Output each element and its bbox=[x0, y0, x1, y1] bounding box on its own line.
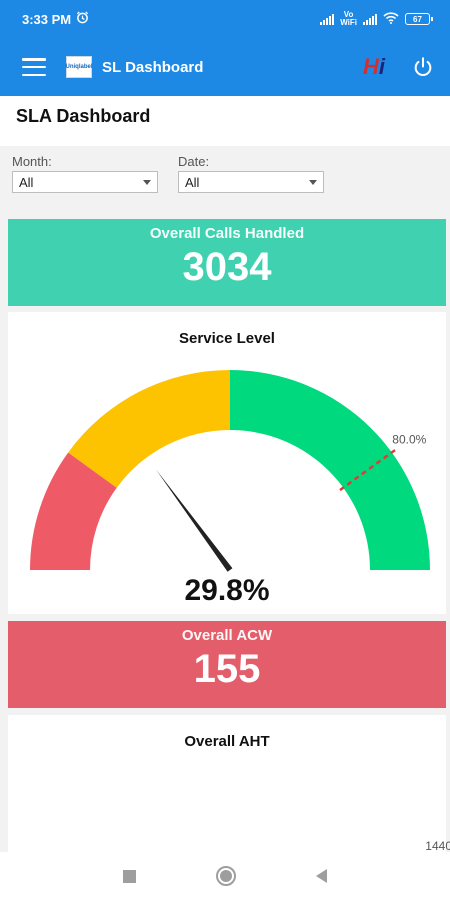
service-level-title: Service Level bbox=[179, 330, 275, 347]
alarm-icon bbox=[76, 11, 89, 27]
power-icon[interactable] bbox=[408, 52, 438, 82]
battery-icon: 67 bbox=[405, 13, 433, 25]
month-select-value: All bbox=[19, 174, 34, 190]
calls-handled-card: Overall Calls Handled 3034 bbox=[8, 219, 446, 306]
volte-indicator: Vo WiFi bbox=[340, 11, 357, 27]
status-bar: 3:33 PM Vo WiFi 67 bbox=[0, 0, 450, 38]
signal-icon bbox=[320, 13, 335, 25]
calls-handled-value: 3034 bbox=[182, 245, 272, 289]
volte-top-text: Vo bbox=[343, 10, 354, 19]
aht-title: Overall AHT bbox=[184, 733, 270, 750]
page-title: SLA Dashboard bbox=[0, 96, 450, 146]
status-time: 3:33 PM bbox=[22, 11, 72, 27]
date-label: Date: bbox=[178, 154, 210, 169]
system-icons: Vo WiFi 67 bbox=[320, 11, 433, 27]
navigation-bar bbox=[0, 852, 450, 900]
date-select[interactable]: All bbox=[178, 171, 324, 193]
service-level-value: 29.8% bbox=[184, 574, 270, 607]
battery-level: 67 bbox=[413, 14, 422, 24]
aht-card: Overall AHT 1440 bbox=[8, 715, 450, 855]
volte-bottom-text: WiFi bbox=[340, 18, 357, 27]
month-select[interactable]: All bbox=[12, 171, 158, 193]
signal-icon-2 bbox=[363, 13, 377, 25]
back-icon[interactable] bbox=[316, 869, 327, 883]
date-filter: Date: All bbox=[178, 154, 324, 204]
aht-tick-label: 1440 bbox=[425, 839, 450, 853]
brand-logo-i: i bbox=[378, 54, 385, 79]
app-logo-text: Uniqlabel bbox=[65, 64, 93, 70]
menu-icon[interactable] bbox=[22, 58, 46, 76]
gauge-band-3 bbox=[230, 370, 430, 570]
chevron-down-icon bbox=[143, 179, 151, 185]
gauge-needle bbox=[155, 469, 233, 572]
chevron-down-icon bbox=[309, 179, 317, 185]
month-filter: Month: All bbox=[12, 154, 158, 204]
acw-card: Overall ACW 155 bbox=[8, 621, 446, 708]
service-level-gauge: 80.0% bbox=[30, 370, 430, 572]
brand-logo-h: H bbox=[362, 54, 379, 79]
gauge-target-marker bbox=[339, 449, 396, 492]
month-label: Month: bbox=[12, 154, 52, 169]
home-icon[interactable] bbox=[216, 866, 236, 886]
gauge-band-2 bbox=[68, 370, 231, 488]
gauge-band-1 bbox=[30, 452, 117, 570]
filter-bar: Month: All Date: All bbox=[0, 146, 450, 212]
date-select-value: All bbox=[185, 174, 200, 190]
calls-handled-label: Overall Calls Handled bbox=[149, 225, 305, 242]
gauge-target-label: 80.0% bbox=[392, 433, 426, 447]
service-level-card: Service Level 80.0% 29.8% bbox=[8, 312, 446, 614]
recent-apps-icon[interactable] bbox=[123, 869, 136, 883]
acw-label: Overall ACW bbox=[181, 627, 273, 644]
acw-value: 155 bbox=[193, 647, 261, 691]
app-title: SL Dashboard bbox=[102, 58, 204, 76]
wifi-icon bbox=[383, 11, 399, 27]
app-logo: Uniqlabel bbox=[65, 56, 93, 78]
